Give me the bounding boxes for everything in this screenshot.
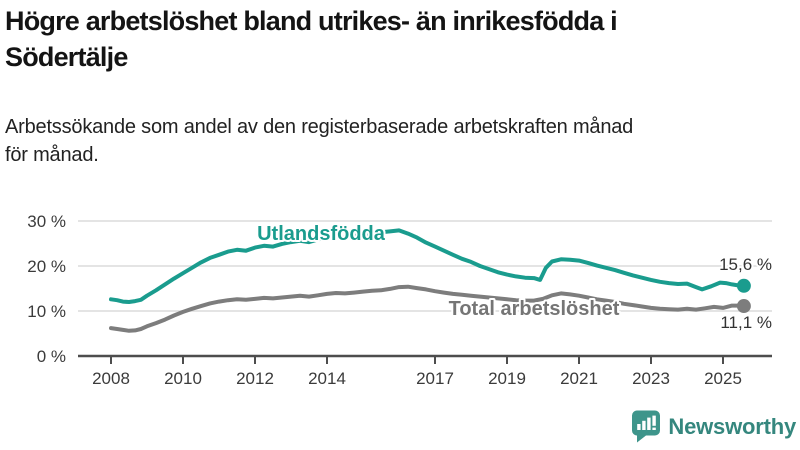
x-tick-label-2012: 2012: [236, 369, 274, 388]
end-value-label-total-arbetsloshet: 11,1 %: [720, 313, 772, 332]
newsworthy-logo-text: Newsworthy: [668, 413, 796, 439]
newsworthy-logo[interactable]: Newsworthy: [631, 410, 796, 443]
x-tick-label-2010: 2010: [164, 369, 202, 388]
line-chart: 0 % 10 % 20 % 30 % 2008 2010 2012 2014 2017 2019 2…: [0, 195, 800, 400]
x-tick-label-2023: 2023: [632, 369, 670, 388]
series-line-total-arbetsloshet: [109, 284, 746, 333]
series-line-utlandsfodda: [109, 228, 746, 304]
x-tick-label-2014: 2014: [308, 369, 346, 388]
series-end-dot-utlandsfodda: [736, 278, 751, 293]
chart-subtitle: Arbetssökande som andel av den registerb…: [5, 113, 795, 170]
chart-title: Högre arbetslöshet bland utrikes- än inr…: [5, 4, 797, 76]
y-tick-label-0: 0 %: [37, 347, 66, 366]
chart-title-line-2: Södertälje: [5, 41, 128, 72]
y-tick-label-30: 30 %: [27, 212, 66, 231]
series-label-total-arbetsloshet: Total arbetslöshet: [449, 298, 620, 320]
x-tick-label-2019: 2019: [488, 369, 526, 388]
chart-subtitle-line-1: Arbetssökande som andel av den registerb…: [5, 116, 634, 138]
x-tick-label-2017: 2017: [416, 369, 454, 388]
newsworthy-bubble-chart-icon: [632, 410, 661, 443]
chart-subtitle-line-2: för månad.: [5, 144, 99, 167]
end-value-label-utlandsfodda: 15,6 %: [719, 255, 772, 274]
series-label-utlandsfodda: Utlandsfödda: [257, 223, 386, 245]
chart-title-line-1: Högre arbetslöshet bland utrikes- än inr…: [5, 6, 618, 36]
y-tick-label-20: 20 %: [27, 257, 66, 276]
y-tick-label-10: 10 %: [27, 302, 66, 321]
x-tick-label-2021: 2021: [560, 369, 598, 388]
series-end-dot-total-arbetsloshet: [736, 299, 751, 314]
x-tick-label-2025: 2025: [704, 369, 742, 388]
x-tick-label-2008: 2008: [92, 369, 130, 388]
line-chart-canvas: 0 % 10 % 20 % 30 % 2008 2010 2012 2014 2017 2019 2…: [27, 212, 774, 388]
